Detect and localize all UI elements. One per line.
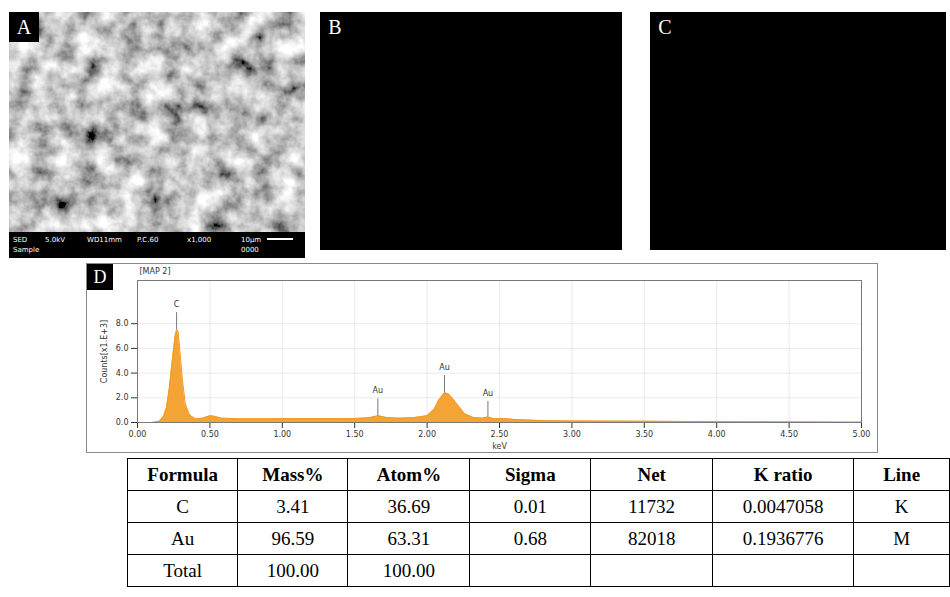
svg-text:x1,000: x1,000: [187, 236, 211, 244]
svg-text:5.0kV: 5.0kV: [45, 236, 65, 244]
svg-text:4.50: 4.50: [780, 430, 798, 439]
svg-text:3.50: 3.50: [635, 430, 653, 439]
svg-text:Counts[x1.E+3]: Counts[x1.E+3]: [100, 320, 109, 383]
svg-text:0.50: 0.50: [201, 430, 219, 439]
svg-text:10μm: 10μm: [241, 236, 261, 244]
html-text:96.59: 96.59: [271, 527, 315, 549]
svg-text:6.0: 6.0: [116, 344, 129, 353]
svg-text:0.00: 0.00: [129, 430, 147, 439]
html-text:A: A: [16, 16, 32, 38]
svg-text:[MAP 2]: [MAP 2]: [140, 267, 171, 276]
html-text:Sigma: Sigma: [505, 463, 556, 485]
html-text:Au: Au: [171, 527, 195, 549]
svg-text:C: C: [174, 300, 180, 309]
svg-text:Au: Au: [373, 386, 384, 395]
svg-text:WD11mm: WD11mm: [87, 236, 122, 244]
html-text:100.00: 100.00: [266, 559, 319, 581]
html-text:Mass%: Mass%: [262, 463, 324, 485]
svg-text:8.0: 8.0: [116, 319, 129, 328]
html-text:C: C: [176, 495, 189, 517]
html-text:0.1936776: 0.1936776: [742, 527, 824, 549]
html-text:B: B: [328, 16, 342, 38]
svg-text:2.0: 2.0: [116, 393, 129, 402]
html-text:Net: Net: [637, 463, 666, 485]
svg-text:1.00: 1.00: [273, 430, 291, 439]
html-text:0.01: 0.01: [513, 495, 547, 517]
html-text:K ratio: K ratio: [753, 463, 813, 485]
html-text:C: C: [658, 16, 672, 38]
svg-text:1.50: 1.50: [346, 430, 364, 439]
html-text:63.31: 63.31: [387, 527, 431, 549]
svg-text:Au: Au: [439, 363, 450, 372]
html-text:11732: 11732: [628, 495, 675, 517]
html-text:Atom%: Atom%: [376, 463, 442, 485]
html-text:K: K: [894, 495, 909, 517]
svg-text:3.00: 3.00: [563, 430, 581, 439]
html-text:3.41: 3.41: [276, 495, 310, 517]
svg-text:keV: keV: [492, 442, 507, 451]
html-text:Formula: Formula: [147, 463, 218, 485]
svg-text:2.50: 2.50: [491, 430, 509, 439]
svg-text:0000: 0000: [241, 246, 259, 254]
svg-text:P.C.60: P.C.60: [137, 236, 158, 244]
svg-text:4.0: 4.0: [116, 369, 129, 378]
html-text:Line: Line: [883, 463, 921, 485]
svg-text:0.0: 0.0: [116, 418, 129, 427]
svg-text:4.00: 4.00: [708, 430, 726, 439]
svg-text:2.00: 2.00: [418, 430, 436, 439]
svg-text:Au: Au: [483, 389, 494, 398]
html-text:0.68: 0.68: [513, 527, 547, 549]
html-text:D: D: [93, 267, 107, 287]
svg-text:Sample: Sample: [13, 246, 39, 254]
html-text:Total: Total: [163, 559, 203, 581]
svg-text:SED: SED: [13, 236, 27, 244]
html-text:36.69: 36.69: [387, 495, 431, 517]
html-text:0.0047058: 0.0047058: [742, 495, 824, 517]
html-text:M: M: [893, 527, 911, 549]
html-text:100.00: 100.00: [382, 559, 436, 581]
svg-text:5.00: 5.00: [853, 430, 871, 439]
html-text:82018: 82018: [627, 527, 676, 549]
